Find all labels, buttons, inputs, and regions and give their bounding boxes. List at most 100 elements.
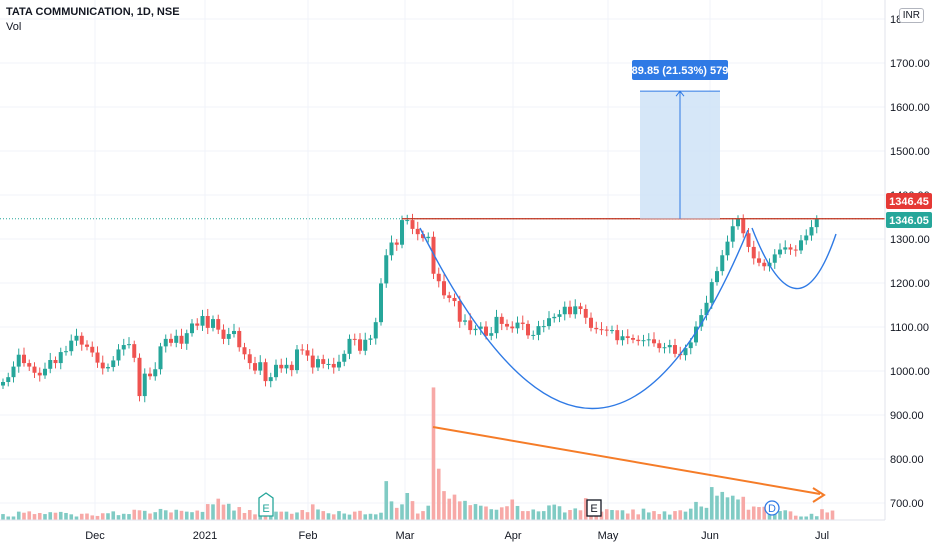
volume-bar [368, 513, 373, 520]
volume-bar [163, 510, 168, 520]
candle [468, 313, 473, 335]
candle [64, 345, 68, 356]
volume-bar [809, 513, 814, 520]
volume-bar [468, 505, 473, 520]
candle [426, 232, 431, 243]
volume-bar [820, 509, 824, 520]
candle [725, 235, 730, 261]
volume-bar [463, 500, 467, 520]
volume-bar [400, 504, 404, 520]
candle [127, 337, 131, 349]
volume-bar [620, 510, 625, 520]
volume-bar [499, 507, 504, 520]
volume-bar [279, 511, 284, 520]
candle [137, 353, 142, 402]
volume-bar [37, 512, 42, 520]
volume-bar [583, 498, 588, 520]
candle [11, 361, 16, 383]
volume-bar [494, 509, 499, 520]
candle [415, 221, 420, 241]
time-axis[interactable]: Dec 2021 Feb Mar Apr May Jun Jul [85, 530, 829, 542]
volume-bar [153, 512, 158, 520]
candle [379, 278, 383, 326]
candle [473, 325, 478, 336]
candle [116, 344, 121, 366]
candle [205, 308, 210, 335]
volume-bar [158, 508, 163, 520]
volume-bar [662, 511, 667, 520]
candle [620, 330, 625, 346]
earnings-marker-2[interactable]: E [586, 499, 602, 517]
volume-bar [736, 499, 740, 520]
volume-bar [772, 512, 777, 520]
candle [783, 240, 788, 254]
volume-bar [274, 511, 278, 520]
svg-text:E: E [262, 503, 269, 515]
volume-bar [757, 507, 761, 520]
y-tick-label: 1100.00 [890, 322, 929, 334]
candle [321, 354, 326, 369]
candle [153, 362, 158, 381]
volume-bar [709, 487, 714, 520]
volume-bar [457, 501, 462, 520]
candle [263, 358, 268, 387]
candle [736, 215, 740, 230]
candle [274, 359, 278, 381]
volume-indicator-label[interactable]: Vol [6, 21, 22, 33]
volume-trend-line [432, 426, 821, 495]
candle [22, 347, 26, 367]
volume-bar [573, 508, 578, 520]
volume-bar [331, 514, 336, 520]
candle [16, 348, 21, 373]
symbol-title[interactable]: TATA COMMUNICATION, 1D, NSE [6, 6, 180, 18]
volume-bar [547, 505, 551, 520]
volume-bar [741, 496, 746, 520]
volume-bar [1, 514, 5, 520]
volume-bar [32, 514, 37, 520]
volume-bar [132, 509, 137, 520]
candle [405, 214, 410, 225]
candle [331, 357, 336, 374]
candle [106, 363, 110, 372]
candle [610, 325, 614, 334]
volume-bar [652, 511, 656, 520]
volume-bar [195, 510, 200, 520]
volume-bar [636, 514, 641, 520]
chart-grid [0, 0, 885, 520]
volume-bar [778, 511, 782, 520]
volume-bar [557, 506, 562, 520]
candle [557, 309, 562, 323]
volume-bar [216, 498, 221, 520]
svg-text:1346.45: 1346.45 [889, 196, 929, 208]
volume-bar [394, 507, 399, 520]
candle [169, 333, 173, 347]
volume-bar [730, 495, 735, 520]
measured-move-label: 289.85 (21.53%) 5797 [626, 60, 734, 80]
price-axis[interactable]: 700.00 800.00 900.00 1000.00 1100.00 1200.00 1… [890, 14, 930, 510]
dividend-marker[interactable]: D [764, 500, 780, 516]
volume-bar [253, 514, 257, 520]
candle [673, 338, 677, 358]
volume-bar [11, 516, 16, 520]
candle [589, 312, 593, 332]
candle [300, 344, 305, 355]
candle [268, 372, 273, 388]
volume-bar [58, 511, 63, 520]
candle [195, 318, 200, 331]
volume-bar [673, 511, 677, 520]
currency-button[interactable]: INR [898, 8, 924, 23]
candle [111, 356, 116, 372]
candle [237, 327, 242, 352]
candle [636, 335, 641, 346]
volume-bar [410, 501, 415, 520]
volume-bar [767, 514, 772, 520]
candle [163, 334, 168, 353]
volume-bar [473, 504, 478, 520]
volume-bar [116, 515, 121, 520]
volume-bar [625, 513, 630, 520]
volume-bar [43, 514, 47, 520]
volume-bar [121, 513, 126, 520]
earnings-marker-1[interactable]: E [258, 492, 274, 517]
volume-bar [531, 509, 536, 520]
